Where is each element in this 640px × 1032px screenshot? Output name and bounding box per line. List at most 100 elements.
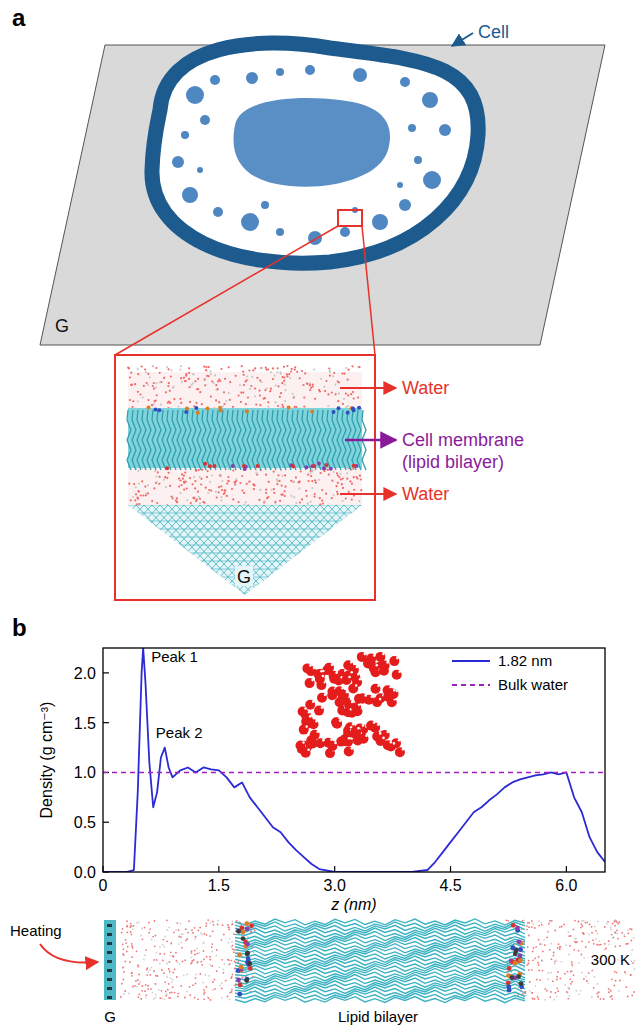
water-dot	[546, 937, 548, 939]
lipid-tail	[272, 410, 276, 470]
graphene-atom	[107, 969, 112, 972]
water-dot	[155, 983, 157, 985]
water-dot	[132, 947, 134, 949]
water-dot	[610, 990, 612, 992]
water-dot	[126, 926, 128, 928]
water-dot	[210, 490, 212, 492]
lipid-head	[243, 467, 247, 471]
connector	[115, 226, 338, 355]
water-dot	[183, 481, 185, 483]
water-dot	[554, 930, 556, 932]
water-dot	[586, 980, 588, 982]
lattice	[116, 505, 170, 599]
water-dot	[146, 994, 148, 996]
water-dot	[197, 378, 199, 380]
water-dot	[124, 990, 126, 992]
water-hydrogen	[352, 723, 355, 726]
water-dot	[194, 480, 196, 482]
lipid-tail	[337, 410, 341, 470]
water-dot	[534, 958, 536, 960]
water-dot	[166, 940, 168, 942]
water-hydrogen	[377, 685, 380, 688]
water-dot	[534, 927, 536, 929]
snapshot-label: G	[104, 1008, 116, 1025]
water-dot	[123, 948, 125, 950]
water-dot	[170, 375, 172, 377]
water-dot	[218, 486, 220, 488]
lipid-head	[238, 983, 243, 988]
water-dot	[570, 983, 572, 985]
water-dot	[219, 985, 221, 987]
water-molecule	[324, 663, 334, 673]
lipid-tail	[142, 410, 146, 470]
water-dot	[211, 943, 213, 945]
lipid-head	[510, 975, 515, 980]
lipid-head	[304, 465, 308, 469]
water-dot	[293, 481, 295, 483]
water-dot	[201, 403, 203, 405]
water-dot	[254, 929, 256, 931]
water-dot	[189, 994, 191, 996]
water-dot	[272, 367, 274, 369]
water-dot	[331, 480, 333, 482]
water-dot	[208, 375, 210, 377]
water-dot	[159, 946, 161, 948]
water-dot	[170, 977, 172, 979]
water-dot	[254, 367, 256, 369]
water-dot	[198, 496, 200, 498]
lipid-tail	[202, 410, 206, 470]
water-dot	[153, 998, 155, 1000]
water-dot	[265, 474, 267, 476]
water-dot	[547, 972, 549, 974]
water-dot	[538, 964, 540, 966]
water-dot	[299, 501, 301, 503]
water-dot	[542, 960, 544, 962]
water-dot	[186, 991, 188, 993]
water-dot	[141, 928, 143, 930]
lipid-head	[184, 410, 188, 414]
water-dot	[161, 998, 163, 1000]
water-dot	[174, 969, 176, 971]
lipid-head	[516, 974, 521, 979]
lipid-tail	[302, 410, 306, 470]
water-dot	[323, 386, 325, 388]
y-tick	[103, 672, 109, 673]
lipid-head	[165, 466, 169, 470]
lattice	[116, 505, 144, 599]
water-dot	[255, 403, 257, 405]
lipid-head	[352, 464, 356, 468]
water-dot	[224, 489, 226, 491]
water-dot	[221, 982, 223, 984]
water-molecule	[380, 660, 390, 670]
water-hydrogen	[365, 734, 368, 737]
water-dot	[189, 386, 191, 388]
water-dot	[223, 493, 225, 495]
water-molecule	[344, 746, 354, 756]
water-dot	[627, 996, 629, 998]
water-dot	[276, 371, 278, 373]
water-dot	[169, 997, 171, 999]
water-dot	[203, 941, 205, 943]
water-dot	[585, 922, 587, 924]
water-dot	[204, 384, 206, 386]
water-molecule	[351, 726, 361, 736]
water-hydrogen	[396, 657, 399, 660]
water-molecule	[351, 703, 361, 713]
water-dot	[623, 934, 625, 936]
water-dot	[248, 369, 250, 371]
lipid-tail	[192, 410, 196, 470]
lattice	[116, 505, 184, 599]
water-dot	[137, 470, 139, 472]
water-dot	[214, 988, 216, 990]
water-dot	[194, 997, 196, 999]
water-dot	[147, 384, 149, 386]
arrow	[340, 493, 396, 495]
water-dot	[221, 959, 223, 961]
water-dot	[333, 372, 335, 374]
arrow	[345, 439, 396, 442]
water-dot	[223, 972, 225, 974]
water-dot	[184, 472, 186, 474]
water-dot	[611, 998, 613, 1000]
water-dot	[549, 921, 551, 923]
water-dot	[143, 385, 145, 387]
